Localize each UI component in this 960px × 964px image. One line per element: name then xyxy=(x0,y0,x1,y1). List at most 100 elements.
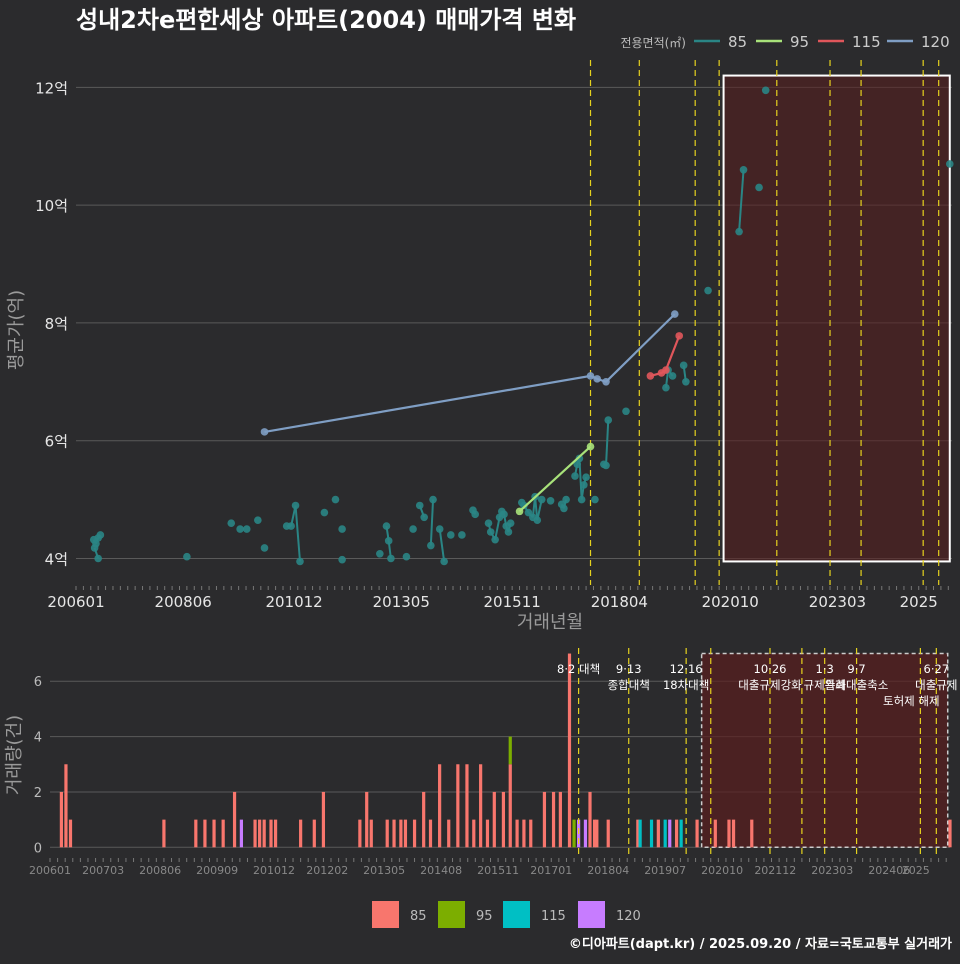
price-chart: 4억 6억 8억 10억 12억 200601 200806 201012 201305 2015… xyxy=(6,60,954,633)
y-tick-label: 6억 xyxy=(45,433,68,451)
volume-bar-85 xyxy=(68,819,73,848)
series-segment-85 xyxy=(438,528,446,562)
legend-label-95: 95 xyxy=(790,33,809,51)
y-tick-label: 4 xyxy=(34,731,42,746)
x-tick-label: 201305 xyxy=(373,593,430,611)
x-tick-label: 202010 xyxy=(702,593,759,611)
x-tick-label: 201305 xyxy=(363,864,405,877)
volume-chart: 0 2 4 6 8·2 대책 9·13 종합대책 12·16 18차대책 10·26 대출규제강화 1… xyxy=(4,648,957,877)
data-point-85 xyxy=(575,454,584,463)
data-point-95 xyxy=(515,507,524,516)
data-point-85 xyxy=(504,528,513,536)
data-point-85 xyxy=(560,504,568,513)
data-point-85 xyxy=(945,160,954,168)
x-tick-label: 201804 xyxy=(591,593,648,611)
credit-text: ©디아파트(dapt.kr) / 2025.09.20 / 자료=국토교통부 실… xyxy=(569,936,952,952)
data-point-85 xyxy=(573,460,582,469)
legend-label-115: 115 xyxy=(541,909,566,924)
data-point-85 xyxy=(402,552,411,561)
legend-label-95: 95 xyxy=(476,909,493,924)
volume-bar-85 xyxy=(369,819,373,848)
x-tick-label: 202303 xyxy=(809,593,866,611)
volume-bar-85 xyxy=(422,791,426,848)
data-point-85 xyxy=(704,286,712,295)
volume-bar-85 xyxy=(636,819,640,848)
data-point-85 xyxy=(338,555,346,564)
data-point-85 xyxy=(622,407,630,416)
legend-swatch-120 xyxy=(578,901,605,928)
data-point-85 xyxy=(242,525,251,533)
data-point-85 xyxy=(94,554,102,563)
volume-bar-115 xyxy=(649,819,654,848)
volume-bar-120 xyxy=(583,819,588,848)
data-point-120 xyxy=(593,375,601,383)
policy-annotation: 18차대책 xyxy=(663,678,709,692)
data-point-85 xyxy=(739,165,748,174)
policy-annotation: 1·3 xyxy=(816,662,834,676)
data-point-85 xyxy=(409,525,417,533)
volume-bar-85 xyxy=(321,791,326,848)
x-tick-label: 200601 xyxy=(29,864,71,877)
data-point-85 xyxy=(376,549,384,558)
legend-label-120: 120 xyxy=(921,33,950,51)
data-point-85 xyxy=(533,516,542,525)
x-tick-label: 201701 xyxy=(530,864,572,877)
volume-bar-85 xyxy=(492,791,496,848)
volume-bar-95 xyxy=(572,819,576,848)
volume-bar-85 xyxy=(438,764,442,848)
y-tick-label: 0 xyxy=(34,841,42,856)
y-tick-label: 2 xyxy=(34,786,42,801)
volume-bar-85 xyxy=(948,819,952,848)
data-point-85 xyxy=(602,461,610,470)
data-point-85 xyxy=(227,519,236,527)
data-point-85 xyxy=(580,481,588,489)
volume-bar-85 xyxy=(551,791,556,848)
data-point-85 xyxy=(506,519,515,527)
x-tick-label: 201202 xyxy=(306,864,348,877)
x-tick-label: 201408 xyxy=(420,864,462,877)
y-tick-label: 6 xyxy=(34,675,42,690)
volume-bar-85 xyxy=(456,764,460,848)
volume-legend: 85 95 115 120 xyxy=(372,901,641,928)
volume-bar-85 xyxy=(501,791,506,848)
data-point-85 xyxy=(520,501,528,510)
y-tick-label: 4억 xyxy=(45,550,68,568)
x-tick-label: 201012 xyxy=(265,593,322,611)
volume-bar-85 xyxy=(273,819,278,848)
volume-bar-85 xyxy=(558,791,562,848)
data-point-85 xyxy=(582,473,590,482)
data-point-85 xyxy=(287,522,295,530)
x-tick-label: 2025 xyxy=(902,864,930,877)
data-point-85 xyxy=(260,544,269,552)
x-tick-label: 202112 xyxy=(754,864,796,877)
data-point-85 xyxy=(429,495,437,504)
data-point-115 xyxy=(675,332,684,340)
policy-annotation: 6·27 xyxy=(924,662,950,676)
x-tick-label: 200703 xyxy=(82,864,124,877)
series-segment-85 xyxy=(738,169,745,232)
y-tick-label: 10억 xyxy=(35,197,68,215)
legend-label-85: 85 xyxy=(410,909,427,924)
data-point-85 xyxy=(484,519,493,527)
data-point-120 xyxy=(602,378,610,386)
volume-bar-85 xyxy=(403,819,408,848)
data-point-85 xyxy=(679,361,688,370)
data-point-85 xyxy=(491,535,499,544)
series-segment-85 xyxy=(534,496,539,521)
volume-bar-85 xyxy=(750,819,754,848)
x-tick-label: 2025 xyxy=(900,593,938,611)
volume-bar-85 xyxy=(64,764,68,848)
volume-bar-85 xyxy=(258,819,262,848)
data-point-85 xyxy=(591,495,599,504)
volume-bar-85 xyxy=(269,819,273,848)
data-point-85 xyxy=(546,496,555,505)
policy-annotation: 특례대출축소 xyxy=(825,678,888,692)
data-point-85 xyxy=(90,544,99,552)
legend-label-120: 120 xyxy=(616,909,641,924)
series-segment-85 xyxy=(494,517,501,540)
volume-bar-85 xyxy=(365,791,369,848)
series-line-95 xyxy=(518,445,592,513)
data-point-85 xyxy=(331,495,340,504)
x-tick-label: 202303 xyxy=(811,864,853,877)
x-tick-label: 201907 xyxy=(644,864,686,877)
